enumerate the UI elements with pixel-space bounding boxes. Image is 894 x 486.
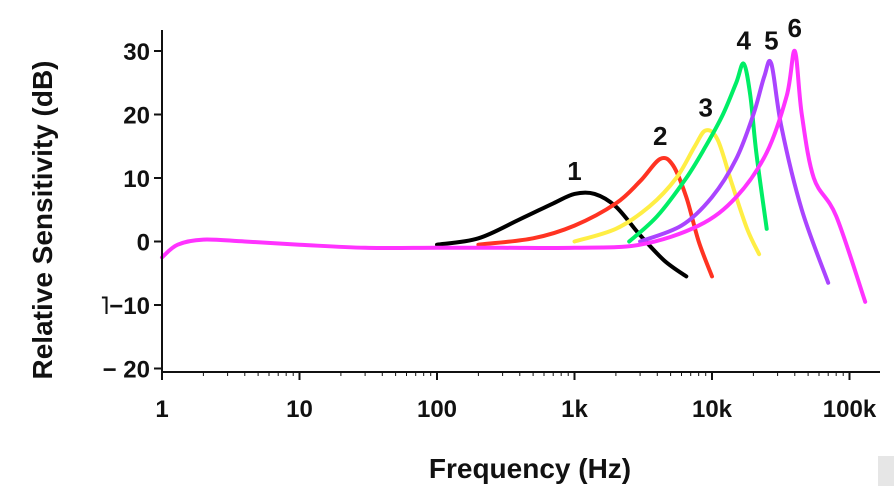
y-tick-label: 0 bbox=[137, 230, 150, 257]
series-line-6 bbox=[160, 48, 868, 304]
corner-shade bbox=[878, 456, 894, 486]
y-tick-label: 30 bbox=[123, 39, 150, 66]
y-tick-label: ˥−10 bbox=[100, 293, 150, 320]
x-tick-label: 10 bbox=[286, 396, 313, 423]
curves-layer bbox=[160, 48, 868, 304]
y-tick-label: 10 bbox=[123, 166, 150, 193]
y-tick-label: − 20 bbox=[103, 357, 150, 384]
series-label-5: 5 bbox=[764, 26, 778, 56]
series-line-3 bbox=[572, 128, 762, 257]
series-label-1: 1 bbox=[567, 156, 581, 186]
x-axis-label: Frequency (Hz) bbox=[429, 453, 631, 484]
series-label-3: 3 bbox=[698, 92, 712, 122]
series-line-5 bbox=[638, 58, 831, 285]
x-tick-label: 10k bbox=[692, 396, 733, 423]
series-label-2: 2 bbox=[653, 121, 667, 151]
series-label-6: 6 bbox=[788, 13, 802, 43]
x-tick-label: 100 bbox=[417, 396, 457, 423]
x-tick-label: 100k bbox=[823, 396, 877, 423]
series-label-4: 4 bbox=[736, 26, 751, 56]
series-line-1 bbox=[435, 190, 689, 279]
axes-layer bbox=[154, 30, 880, 380]
y-axis-label: Relative Sensitivity (dB) bbox=[27, 61, 58, 380]
series-line-4 bbox=[627, 61, 769, 244]
x-tick-label: 1k bbox=[561, 396, 588, 423]
x-tick-label: 1 bbox=[155, 396, 168, 423]
y-tick-label: 20 bbox=[123, 103, 150, 130]
